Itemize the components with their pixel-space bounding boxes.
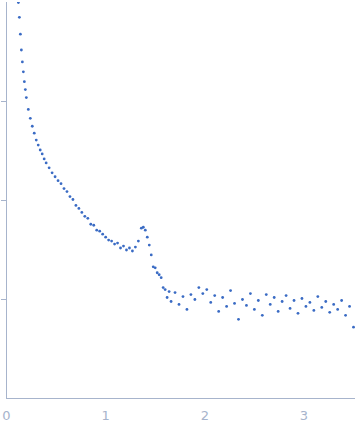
- svg-text:0: 0: [2, 408, 10, 423]
- svg-text:2: 2: [201, 408, 209, 423]
- svg-text:3: 3: [300, 408, 308, 423]
- svg-text:1: 1: [102, 408, 110, 423]
